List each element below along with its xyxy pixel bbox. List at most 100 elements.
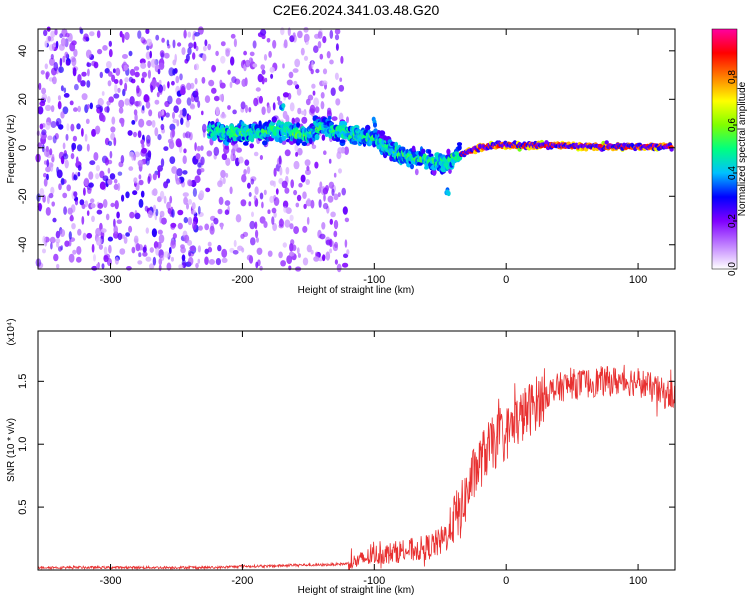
heatmap-noise-cell [202, 123, 207, 133]
heatmap-noise-cell [145, 101, 151, 109]
heatmap-noise-cell [141, 105, 145, 111]
heatmap-noise-cell [122, 54, 128, 59]
heatmap-noise-cell [137, 159, 144, 167]
heatmap-noise-cell [86, 210, 90, 217]
heatmap-noise-cell [86, 232, 93, 239]
heatmap-noise-cell [68, 253, 75, 263]
heatmap-noise-cell [113, 178, 118, 184]
heatmap-signal-cell [394, 141, 399, 148]
heatmap-noise-cell [93, 152, 99, 161]
heatmap-noise-cell [188, 42, 194, 49]
heatmap-noise-cell [181, 47, 186, 56]
snr-panel: -300 -200 -100 0 100 0.5 1.0 1.5 Height of str… [6, 318, 676, 596]
heatmap-noise-cell [248, 255, 254, 264]
heatmap-noise-cell [271, 207, 277, 214]
heatmap-signal-cell [457, 143, 462, 148]
snr-frame [37, 330, 676, 571]
y-tick-label: 1.5 [17, 374, 29, 389]
heatmap-noise-cell [197, 162, 202, 168]
colorbar-tick-label: 0.4 [727, 166, 738, 180]
heatmap-noise-cell [124, 77, 129, 83]
heatmap-noise-cell [111, 74, 116, 83]
heatmap-noise-cell [278, 178, 284, 185]
heatmap-noise-cell [321, 222, 326, 230]
heatmap-noise-cell [63, 87, 67, 93]
heatmap-noise-cell [121, 33, 125, 44]
heatmap-noise-cell [303, 55, 309, 61]
heatmap-noise-cell [329, 59, 334, 65]
heatmap-noise-cell [159, 254, 165, 261]
heatmap-noise-cell [177, 209, 184, 216]
heatmap-noise-cell [138, 198, 144, 208]
heatmap-noise-cell [206, 150, 213, 157]
heatmap-noise-cell [201, 110, 204, 116]
heatmap-noise-cell [197, 205, 201, 215]
heatmap-signal-cell [321, 134, 326, 141]
heatmap-noise-cell [272, 222, 277, 232]
heatmap-noise-cell [142, 39, 147, 45]
heatmap-noise-cell [72, 249, 77, 255]
heatmap-noise-cell [219, 94, 224, 101]
heatmap-noise-cell [132, 190, 138, 196]
x-tick-label: 0 [503, 575, 509, 587]
heatmap-noise-cell [243, 169, 247, 176]
heatmap-noise-cell [41, 129, 47, 136]
heatmap-noise-cell [133, 66, 140, 71]
heatmap-noise-cell [137, 30, 142, 39]
heatmap-noise-cell [287, 27, 291, 36]
heatmap-noise-cell [107, 167, 111, 174]
heatmap-noise-cell [145, 227, 149, 234]
heatmap-noise-cell [218, 196, 224, 205]
heatmap-noise-cell [233, 38, 237, 48]
snr-y-label: SNR (10 * v/v) [6, 418, 17, 482]
heatmap-noise-cell [220, 224, 224, 230]
heatmap-noise-cell [119, 30, 123, 38]
heatmap-noise-cell [124, 98, 130, 106]
heatmap-noise-cell [335, 98, 341, 106]
heatmap-noise-cell [158, 79, 162, 85]
heatmap-noise-cell [244, 59, 251, 68]
heatmap-noise-cell [42, 235, 46, 244]
heatmap-signal-cell [291, 117, 296, 125]
heatmap-noise-cell [334, 34, 340, 41]
heatmap-noise-cell [97, 202, 104, 209]
heatmap-noise-cell [185, 119, 190, 128]
x-tick-label: 100 [629, 575, 647, 587]
heatmap-noise-cell [116, 211, 120, 219]
heatmap-noise-cell [125, 266, 132, 271]
heatmap-noise-cell [313, 45, 319, 53]
heatmap-noise-cell [188, 180, 193, 187]
heatmap-noise-cell [140, 149, 147, 157]
heatmap-signal-cell [373, 122, 377, 128]
heatmap-noise-cell [294, 58, 301, 68]
heatmap-noise-cell [202, 53, 207, 62]
heatmap-noise-cell [77, 164, 82, 171]
heatmap-noise-cell [134, 71, 140, 78]
heatmap-noise-cell [114, 200, 119, 210]
heatmap-noise-cell [217, 208, 223, 215]
heatmap-noise-cell [288, 265, 292, 271]
heatmap-noise-cell [252, 40, 257, 49]
heatmap-noise-cell [254, 186, 259, 195]
heatmap-noise-cell [87, 187, 92, 194]
heatmap-noise-cell [330, 211, 336, 218]
heatmap-noise-cell [280, 260, 286, 267]
heatmap-noise-cell [240, 199, 247, 207]
heatmap-noise-cell [282, 63, 285, 69]
heatmap-noise-cell [140, 190, 145, 198]
heatmap-noise-cell [43, 178, 48, 187]
heatmap-noise-cell [204, 248, 209, 255]
heatmap-noise-cell [135, 243, 141, 252]
heatmap-noise-cell [163, 251, 170, 258]
heatmap-noise-cell [119, 248, 126, 255]
heatmap-noise-cell [197, 258, 201, 264]
heatmap-noise-cell [91, 243, 95, 253]
heatmap-noise-cell [47, 96, 51, 104]
heatmap-noise-cell [207, 241, 212, 247]
heatmap-noise-cell [37, 106, 44, 115]
heatmap-noise-cell [47, 35, 52, 42]
heatmap-noise-cell [58, 66, 64, 73]
heatmap-noise-cell [110, 202, 115, 208]
heatmap-noise-cell [266, 105, 271, 114]
heatmap-noise-cell [60, 245, 63, 251]
